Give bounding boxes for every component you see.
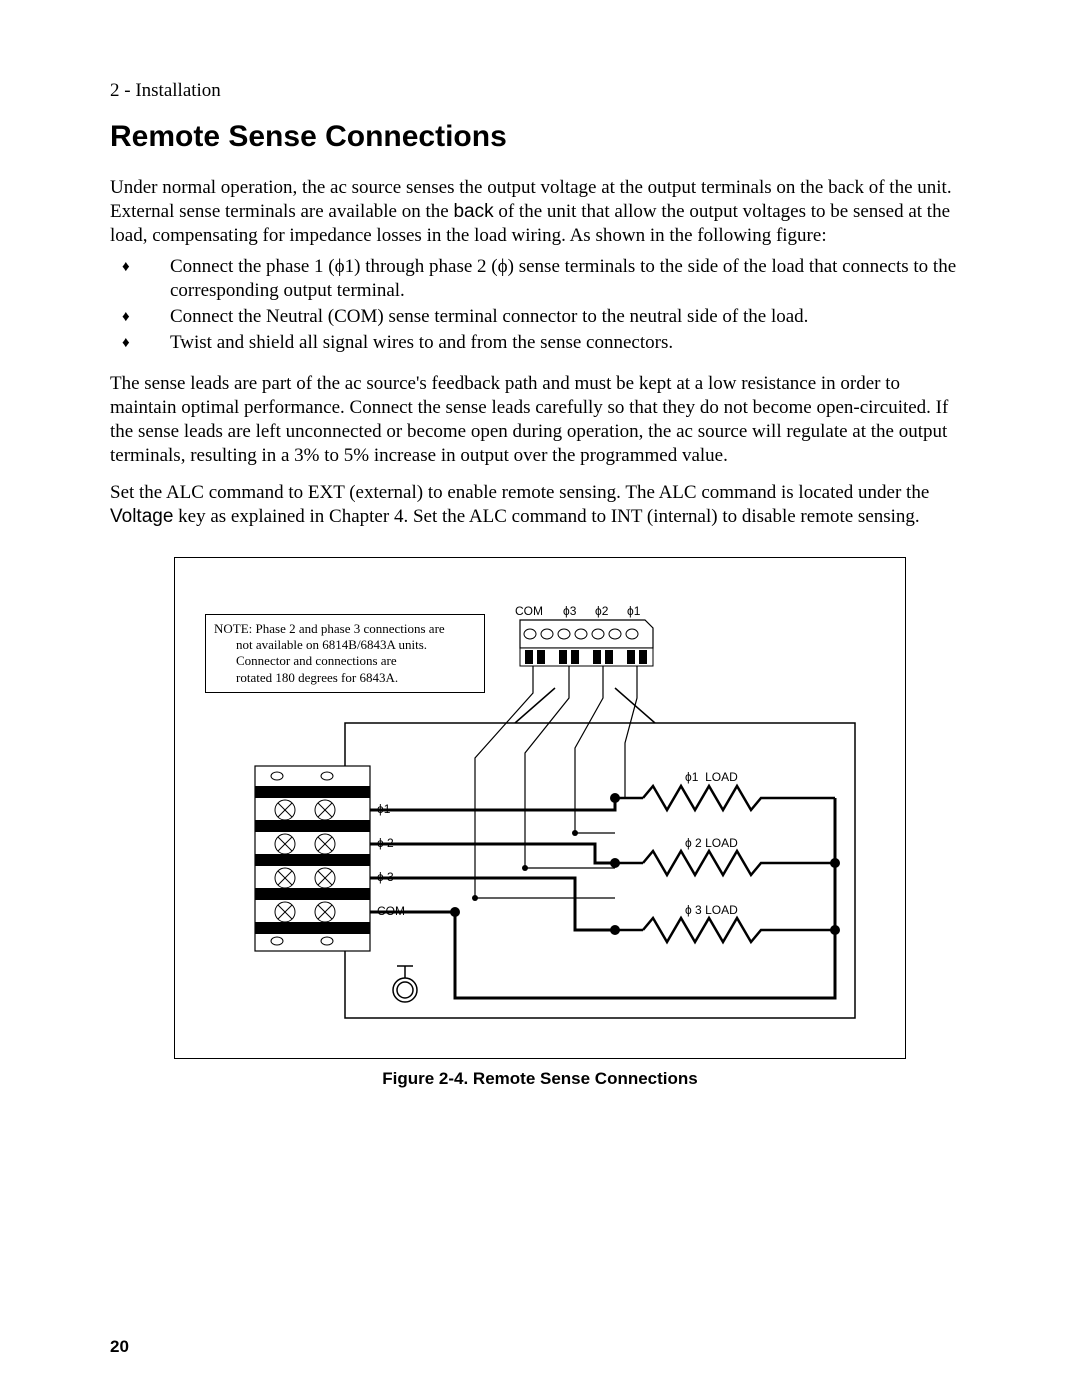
label-p3-top: ϕ3	[563, 604, 576, 618]
page: 2 - Installation Remote Sense Connection…	[0, 0, 1080, 1397]
note-line: not available on 6814B/6843A units.	[214, 637, 476, 653]
figure-frame: NOTE: Phase 2 and phase 3 connections ar…	[174, 557, 906, 1059]
bullet-list: Connect the phase 1 (ϕ1) through phase 2…	[110, 255, 970, 354]
label-p1-top: ϕ1	[627, 604, 640, 618]
sense-connector	[520, 620, 653, 666]
label-row-p1: ϕ1	[377, 802, 390, 816]
note-line: rotated 180 degrees for 6843A.	[214, 670, 476, 686]
alc-paragraph: Set the ALC command to EXT (external) to…	[110, 481, 970, 529]
note-line: Connector and connections are	[214, 653, 476, 669]
main-heading: Remote Sense Connections	[110, 120, 970, 154]
voltage-key-word: Voltage	[110, 506, 173, 527]
back-word: back	[453, 201, 493, 222]
bullet-item: Connect the Neutral (COM) sense terminal…	[110, 305, 970, 329]
intro-paragraph: Under normal operation, the ac source se…	[110, 176, 970, 247]
label-load-1: ϕ1 LOAD	[685, 770, 738, 784]
label-row-p2: ϕ 2	[377, 836, 394, 850]
label-com-top: COM	[515, 604, 543, 618]
note-box: NOTE: Phase 2 and phase 3 connections ar…	[205, 614, 485, 693]
bullet-item: Twist and shield all signal wires to and…	[110, 331, 970, 355]
feedback-paragraph: The sense leads are part of the ac sourc…	[110, 372, 970, 467]
label-p2-top: ϕ2	[595, 604, 608, 618]
alc-text-a: Set the ALC command to EXT (external) to…	[110, 482, 929, 503]
alc-text-b: key as explained in Chapter 4. Set the A…	[173, 506, 919, 527]
label-load-3: ϕ 3 LOAD	[685, 903, 738, 917]
label-load-2: ϕ 2 LOAD	[685, 836, 738, 850]
label-row-com: COM	[377, 904, 405, 918]
bullet-item: Connect the phase 1 (ϕ1) through phase 2…	[110, 255, 970, 303]
page-number: 20	[110, 1337, 129, 1357]
note-line: NOTE: Phase 2 and phase 3 connections ar…	[214, 621, 476, 637]
section-header: 2 - Installation	[110, 80, 970, 102]
label-row-p3: ϕ 3	[377, 870, 394, 884]
figure-caption: Figure 2-4. Remote Sense Connections	[110, 1069, 970, 1089]
